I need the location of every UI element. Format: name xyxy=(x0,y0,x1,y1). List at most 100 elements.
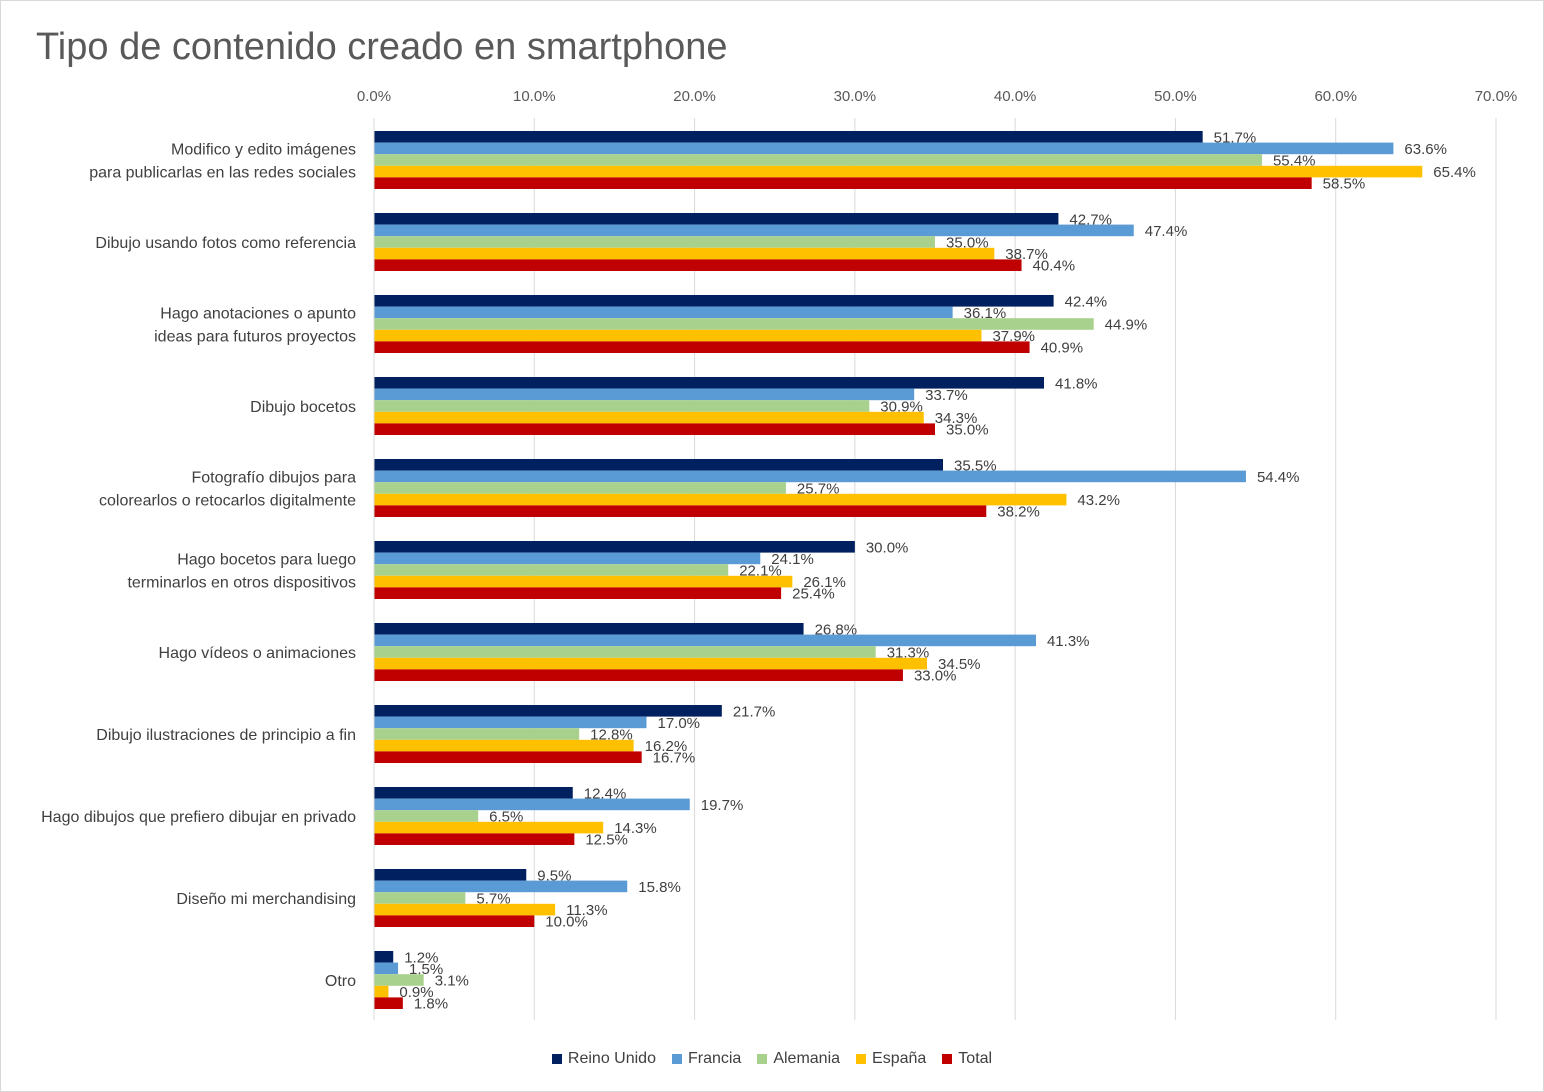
category-label: Dibujo ilustraciones de principio a fin xyxy=(96,727,356,744)
data-label: 15.8% xyxy=(638,879,681,896)
tick-label: 0.0% xyxy=(357,88,391,105)
category-label: para publicarlas en las redes sociales xyxy=(89,165,356,182)
bar xyxy=(374,564,729,576)
data-label: 37.9% xyxy=(992,328,1035,345)
data-label: 14.3% xyxy=(614,820,657,837)
category-label: Hago dibujos que prefiero dibujar en pri… xyxy=(41,809,356,826)
bar xyxy=(374,306,953,319)
data-label: 58.5% xyxy=(1323,176,1366,193)
data-label: 42.4% xyxy=(1065,293,1108,310)
bar xyxy=(374,962,399,975)
chart-title: Tipo de contenido creado en smartphone xyxy=(36,26,728,68)
bar xyxy=(374,131,1203,143)
legend-item: Total xyxy=(942,1050,992,1068)
data-label: 42.7% xyxy=(1069,211,1112,228)
tick-label: 50.0% xyxy=(1154,88,1197,105)
legend-item: Reino Unido xyxy=(551,1050,656,1068)
bar xyxy=(374,657,927,670)
legend-swatch xyxy=(942,1054,953,1064)
category-label: Hago anotaciones o apunto xyxy=(160,306,356,323)
bar xyxy=(374,728,580,740)
category-label: Dibujo bocetos xyxy=(250,399,356,416)
bar xyxy=(374,142,1394,155)
bar xyxy=(374,400,870,412)
legend-swatch xyxy=(671,1054,682,1064)
bar xyxy=(374,587,782,599)
bar xyxy=(374,739,634,752)
bar xyxy=(374,869,527,881)
data-label: 25.4% xyxy=(792,586,835,603)
bar xyxy=(374,575,793,588)
data-label: 33.0% xyxy=(914,668,957,685)
bar xyxy=(374,974,424,986)
category-label: Hago bocetos para luego xyxy=(177,552,356,569)
data-label: 41.3% xyxy=(1047,633,1090,650)
data-label: 44.9% xyxy=(1105,317,1148,334)
data-label: 0.9% xyxy=(399,984,433,1001)
bar xyxy=(374,295,1054,307)
tick-label: 20.0% xyxy=(673,88,716,105)
data-label: 26.1% xyxy=(803,574,846,591)
data-label: 21.7% xyxy=(733,703,776,720)
data-label: 34.3% xyxy=(935,410,978,427)
bar xyxy=(374,329,982,342)
legend-swatch xyxy=(757,1054,768,1064)
bar xyxy=(374,985,389,998)
data-label: 30.9% xyxy=(880,399,923,416)
category-label: Fotografío dibujos para xyxy=(191,470,356,487)
data-label: 43.2% xyxy=(1077,492,1120,509)
data-label: 41.8% xyxy=(1055,375,1098,392)
data-label: 40.9% xyxy=(1041,340,1084,357)
bar xyxy=(374,459,944,471)
bar xyxy=(374,951,394,963)
data-label: 51.7% xyxy=(1214,129,1257,146)
data-label: 36.1% xyxy=(964,305,1007,322)
category-label: Dibujo usando fotos como referencia xyxy=(95,235,356,252)
bar xyxy=(374,880,628,893)
data-label: 35.5% xyxy=(954,457,997,474)
bar xyxy=(374,903,556,916)
category-label: Otro xyxy=(325,973,356,990)
data-label: 47.4% xyxy=(1145,223,1188,240)
bar xyxy=(374,213,1059,225)
bar xyxy=(374,751,642,763)
bar xyxy=(374,154,1262,166)
data-label: 6.5% xyxy=(489,809,523,826)
bar xyxy=(374,224,1134,237)
bar xyxy=(374,177,1312,189)
bar xyxy=(374,505,987,517)
legend-label: Reino Unido xyxy=(567,1050,656,1067)
bar xyxy=(374,798,690,811)
bar xyxy=(374,623,804,635)
bar xyxy=(374,341,1030,353)
legend-label: España xyxy=(872,1050,927,1067)
tick-label: 10.0% xyxy=(513,88,556,105)
bar xyxy=(374,247,995,260)
data-label: 63.6% xyxy=(1404,141,1447,158)
data-label: 11.3% xyxy=(566,902,607,919)
data-label: 3.1% xyxy=(435,973,469,990)
legend-item: Francia xyxy=(671,1050,742,1068)
data-label: 34.5% xyxy=(938,656,981,673)
bar xyxy=(374,669,903,681)
legend-swatch xyxy=(856,1054,867,1064)
bar xyxy=(374,482,786,494)
bar xyxy=(374,236,935,248)
bar xyxy=(374,470,1246,483)
data-label: 12.4% xyxy=(584,785,627,802)
legend-label: Francia xyxy=(687,1050,742,1067)
legend-item: España xyxy=(856,1050,926,1068)
bar xyxy=(374,423,935,435)
data-label: 26.8% xyxy=(815,621,858,638)
data-label: 16.2% xyxy=(645,738,688,755)
legend-label: Alemania xyxy=(773,1050,841,1067)
data-label: 24.1% xyxy=(771,551,814,568)
category-label: Modifico y edito imágenes xyxy=(171,142,356,159)
bar xyxy=(374,318,1094,330)
bar xyxy=(374,810,479,822)
data-label: 38.2% xyxy=(997,504,1040,521)
data-label: 31.3% xyxy=(887,645,930,662)
data-label: 1.5% xyxy=(409,961,443,978)
tick-label: 40.0% xyxy=(994,88,1037,105)
bar xyxy=(374,646,876,658)
